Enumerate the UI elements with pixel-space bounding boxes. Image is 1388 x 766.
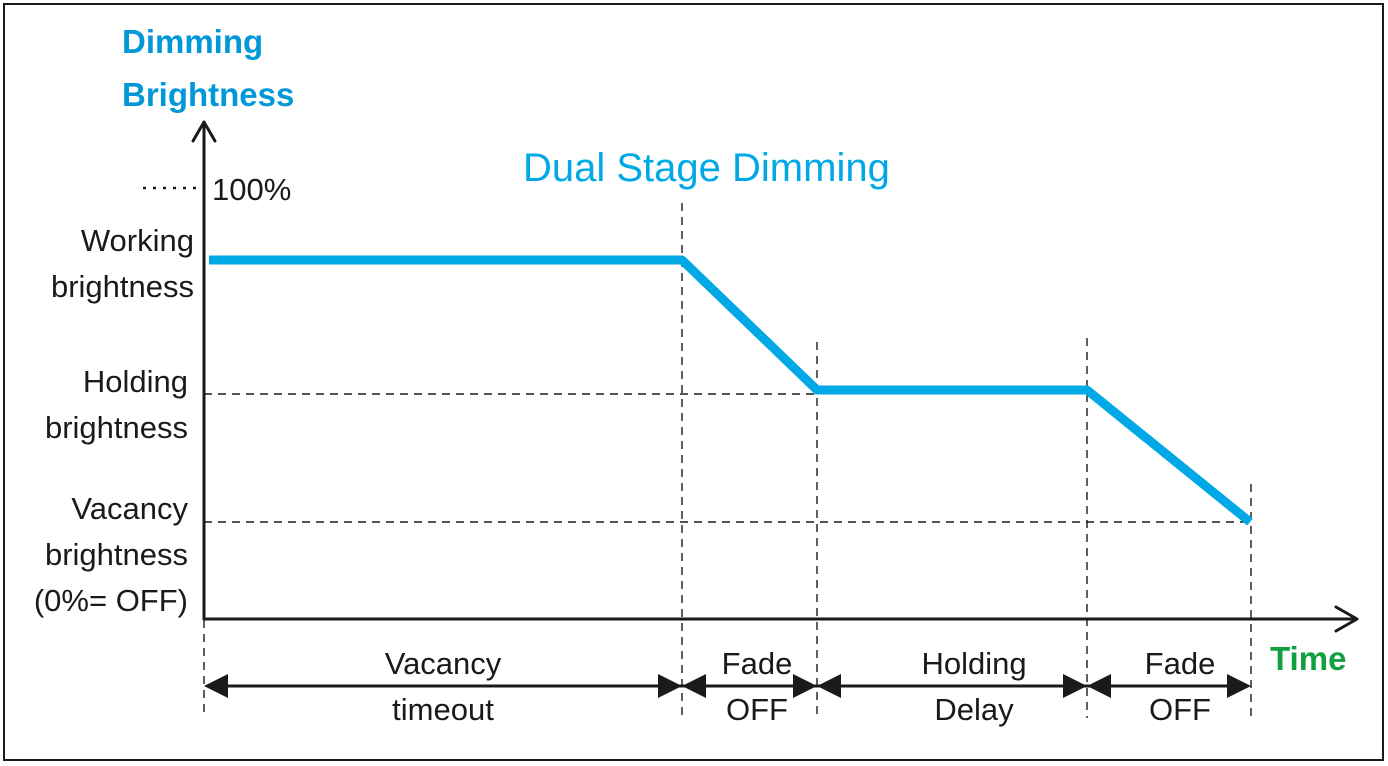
vacancy-brightness-label-line-1: Vacancy xyxy=(71,491,188,526)
vacancy-brightness-label-line-2: brightness xyxy=(45,537,188,572)
phase-fade-off-2-line-2: OFF xyxy=(1149,692,1211,727)
dim-arrow-left-2 xyxy=(682,674,706,698)
diagram-title: Dual Stage Dimming xyxy=(523,146,890,190)
phase-fade-off-1-line-1: Fade xyxy=(722,646,793,681)
dim-arrow-right-3 xyxy=(1063,674,1087,698)
dimming-curve xyxy=(209,255,1253,526)
x-axis-arrowhead xyxy=(1334,605,1359,633)
vacancy-brightness-label-line-3: (0%= OFF) xyxy=(34,583,188,618)
phase-fade-off-2-line-1: Fade xyxy=(1145,646,1216,681)
diagram-frame xyxy=(3,3,1384,761)
y-axis-arrowhead xyxy=(191,120,217,143)
phase-holding-delay-line-2: Delay xyxy=(934,692,1014,727)
y-axis-title-line-2: Brightness xyxy=(122,76,294,113)
phase-fade-off-1-line-2: OFF xyxy=(726,692,788,727)
hundred-percent-label: 100% xyxy=(212,172,291,207)
phase-holding-delay-line-1: Holding xyxy=(921,646,1026,681)
phase-vacancy-timeout-line-1: Vacancy xyxy=(385,646,502,681)
phase-vacancy-timeout-line-2: timeout xyxy=(392,692,494,727)
x-axis-title: Time xyxy=(1270,640,1346,677)
working-brightness-label-line-2: brightness xyxy=(51,269,194,304)
dim-arrow-left-3 xyxy=(817,674,841,698)
holding-brightness-label-line-1: Holding xyxy=(83,364,188,399)
dim-arrow-left-4 xyxy=(1087,674,1111,698)
dim-arrow-right-4 xyxy=(1227,674,1251,698)
holding-brightness-label-line-2: brightness xyxy=(45,410,188,445)
y-axis-title-line-1: Dimming xyxy=(122,23,263,60)
dim-arrow-right-2 xyxy=(793,674,817,698)
working-brightness-label-line-1: Working xyxy=(81,223,194,258)
dim-arrow-right-1 xyxy=(658,674,682,698)
dim-arrow-left-1 xyxy=(204,674,228,698)
